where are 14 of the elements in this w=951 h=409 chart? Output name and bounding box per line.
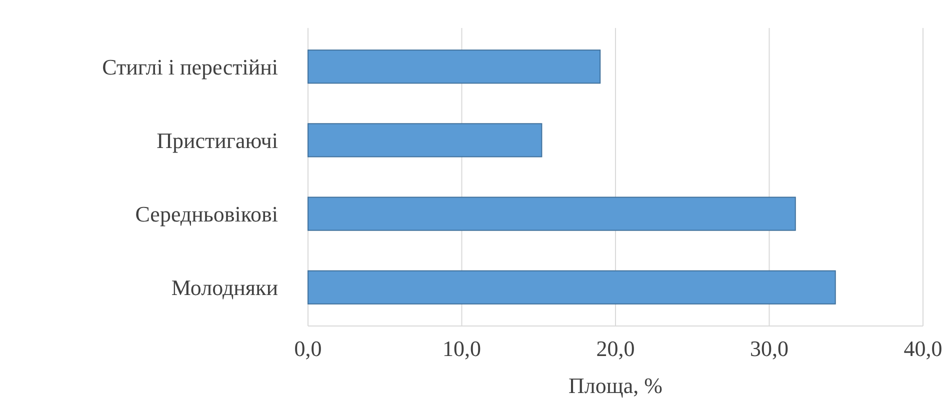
x-tick-label: 20,0: [596, 336, 635, 361]
bar: [308, 123, 542, 158]
x-tick-label: 10,0: [442, 336, 481, 361]
y-tick-label: Стиглі і перестійні: [102, 54, 278, 80]
x-tick-label: 0,0: [294, 336, 322, 361]
y-tick-label: Молодняки: [171, 275, 278, 300]
bar: [308, 50, 601, 84]
bar: [308, 270, 836, 304]
x-axis-title: Площа, %: [568, 373, 662, 398]
y-tick-label: Пристигаючі: [156, 128, 278, 153]
bar: [308, 196, 796, 231]
y-tick-label: Середньовікові: [135, 201, 278, 226]
x-tick-label: 30,0: [750, 336, 788, 361]
x-tick-label: 40,0: [904, 336, 942, 361]
